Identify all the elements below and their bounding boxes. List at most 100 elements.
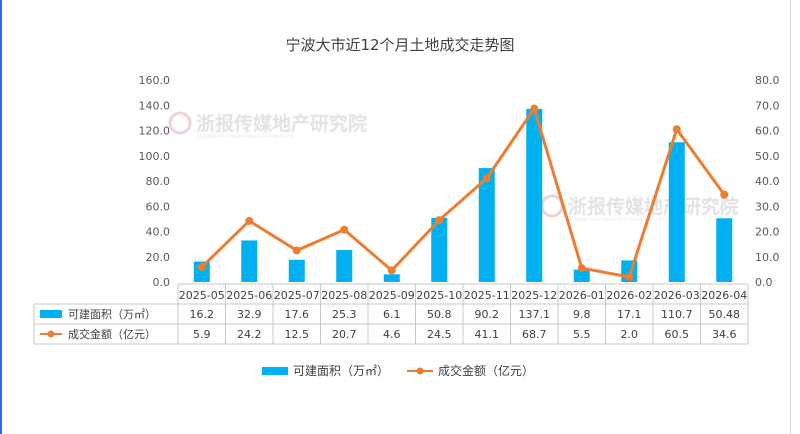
y-right-tick-label: 80.0: [755, 74, 780, 87]
table-value: 2.0: [621, 328, 639, 341]
watermark-right: 浙报传媒地产研究院 ZHEJIANG DAILY MEDIA REAL ESTA…: [540, 194, 739, 222]
x-tick-label: 2025-06: [226, 289, 272, 302]
table-value: 60.5: [665, 328, 690, 341]
y-left-tick-label: 20.0: [146, 251, 171, 264]
bar[interactable]: [478, 168, 495, 282]
watermark-text: 浙报传媒地产研究院: [568, 195, 739, 218]
x-tick-label: 2026-02: [606, 289, 652, 302]
table-value: 34.6: [712, 328, 737, 341]
line-point[interactable]: [387, 266, 396, 275]
table-value: 50.48: [709, 308, 741, 321]
table-key-bar: [40, 310, 62, 318]
line-point[interactable]: [530, 104, 539, 113]
line-point[interactable]: [625, 272, 634, 281]
x-tick-label: 2025-11: [464, 289, 510, 302]
bar[interactable]: [193, 261, 210, 282]
table-value: 5.5: [573, 328, 591, 341]
y-right-tick-label: 10.0: [755, 251, 780, 264]
x-tick-label: 2026-04: [701, 289, 747, 302]
x-tick-label: 2025-07: [274, 289, 320, 302]
line-point[interactable]: [482, 174, 491, 183]
line-point[interactable]: [577, 264, 586, 273]
table-value: 5.9: [193, 328, 211, 341]
bar[interactable]: [383, 274, 400, 282]
y-left-tick-label: 0.0: [153, 276, 171, 289]
y-left-tick-label: 80.0: [146, 175, 171, 188]
watermark-logo-icon: [168, 111, 192, 135]
table-key-marker: [47, 330, 55, 338]
bar[interactable]: [288, 259, 305, 282]
y-right-tick-label: 60.0: [755, 125, 780, 138]
table-value: 25.3: [332, 308, 357, 321]
line-point[interactable]: [720, 190, 729, 199]
table-value: 24.5: [427, 328, 452, 341]
y-axis-left: 0.0 20.0 40.0 60.0 80.0 100.0 120.0 140.0 160.0: [139, 74, 171, 289]
y-left-tick-label: 160.0: [139, 74, 171, 87]
legend-label: 可建面积（万㎡）: [293, 364, 389, 378]
table-value: 90.2: [475, 308, 500, 321]
line-series: [197, 104, 729, 281]
y-left-tick-label: 60.0: [146, 200, 171, 213]
legend-label: 成交金额（亿元）: [438, 363, 534, 378]
legend-item[interactable]: 成交金额（亿元）: [407, 363, 534, 378]
legend[interactable]: 可建面积（万㎡） 成交金额（亿元）: [262, 363, 534, 378]
table-value: 50.8: [427, 308, 452, 321]
bar[interactable]: [526, 108, 543, 282]
bar[interactable]: [336, 250, 353, 282]
x-tick-label: 2025-12: [511, 289, 557, 302]
table-value: 110.7: [661, 308, 693, 321]
y-left-tick-label: 140.0: [139, 99, 171, 112]
watermark-left: 浙报传媒地产研究院 ZHEJIANG DAILY MEDIA REAL ESTA…: [168, 111, 367, 139]
line-point[interactable]: [197, 263, 206, 272]
x-tick-label: 2025-05: [179, 289, 225, 302]
table-value: 17.6: [285, 308, 310, 321]
y-left-tick-label: 100.0: [139, 150, 171, 163]
y-right-tick-label: 20.0: [755, 226, 780, 239]
bar-series: [193, 108, 733, 282]
line-point[interactable]: [292, 246, 301, 255]
bar[interactable]: [431, 217, 448, 282]
table-value: 17.1: [617, 308, 642, 321]
table-value: 16.2: [190, 308, 215, 321]
x-tick-label: 2026-03: [654, 289, 700, 302]
table-value: 41.1: [475, 328, 500, 341]
table-value: 137.1: [519, 308, 551, 321]
y-left-tick-label: 120.0: [139, 125, 171, 138]
bar[interactable]: [241, 240, 258, 282]
watermark-subtext: ZHEJIANG DAILY MEDIA REAL ESTATE INSTITU…: [198, 134, 294, 139]
line-point[interactable]: [245, 216, 254, 225]
table-value: 6.1: [383, 308, 401, 321]
table-value: 9.8: [573, 308, 591, 321]
line-point[interactable]: [435, 216, 444, 225]
watermark-logo-icon: [540, 194, 564, 218]
bar[interactable]: [573, 269, 590, 282]
window-left-edge: [0, 0, 2, 434]
x-tick-label: 2025-08: [321, 289, 367, 302]
legend-item[interactable]: 可建面积（万㎡）: [262, 364, 389, 378]
x-tick-label: 2025-09: [369, 289, 415, 302]
table-value: 12.5: [285, 328, 310, 341]
table-value: 68.7: [522, 328, 547, 341]
y-right-tick-label: 30.0: [755, 200, 780, 213]
y-right-tick-label: 50.0: [755, 150, 780, 163]
table-value: 32.9: [237, 308, 262, 321]
legend-key-bar: [262, 367, 288, 375]
table-value: 4.6: [383, 328, 401, 341]
y-axis-right: 0.0 10.0 20.0 30.0 40.0 50.0 60.0 70.0 80.0: [755, 74, 780, 289]
chart-title: 宁波大市近12个月土地成交走势图: [285, 36, 514, 54]
legend-key-marker: [416, 367, 424, 375]
y-right-tick-label: 0.0: [755, 276, 773, 289]
bar[interactable]: [668, 142, 685, 282]
bar[interactable]: [716, 218, 733, 282]
x-tick-label: 2026-01: [559, 289, 605, 302]
table-value: 24.2: [237, 328, 262, 341]
table-series-name: 可建面积（万㎡）: [68, 307, 156, 321]
x-tick-label: 2025-10: [416, 289, 462, 302]
line-point[interactable]: [340, 225, 349, 234]
table-value: 20.7: [332, 328, 357, 341]
y-right-tick-label: 70.0: [755, 99, 780, 112]
watermark-text: 浙报传媒地产研究院: [196, 112, 367, 135]
line-point[interactable]: [672, 125, 681, 134]
data-table: 2025-05 2025-06 2025-07 2025-08 2025-09 2025-…: [33, 283, 749, 345]
